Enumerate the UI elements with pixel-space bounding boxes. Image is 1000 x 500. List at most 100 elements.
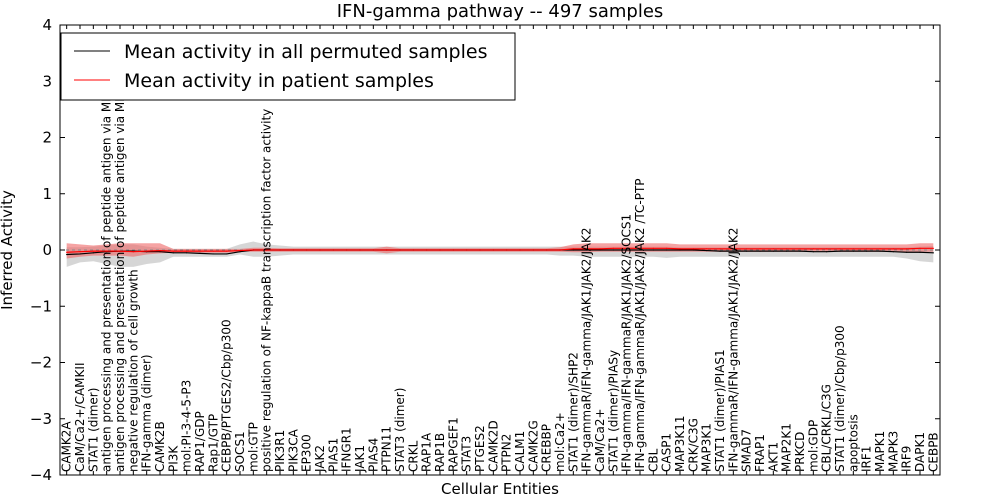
patient-point-35 — [532, 249, 534, 251]
category-label-2: STAT1 (dimer) — [86, 388, 100, 472]
permuted-point-54 — [786, 250, 788, 252]
category-label-54: MAP2K1 — [780, 423, 794, 472]
category-label-3: antigen processing and presentation of p… — [100, 43, 114, 472]
legend-label-patient: Mean activity in patient samples — [124, 70, 434, 92]
category-label-49: STAT1 (dimer)/PIAS1 — [713, 349, 727, 472]
category-label-38: STAT1 (dimer)/SHP2 — [566, 352, 580, 472]
category-label-22: JAK1 — [353, 445, 367, 473]
permuted-point-1 — [79, 253, 81, 255]
patient-point-37 — [559, 249, 561, 251]
category-label-61: MAPK1 — [873, 431, 887, 472]
permuted-point-63 — [906, 251, 908, 253]
patient-point-18 — [306, 249, 308, 251]
category-label-56: mol:GDP — [806, 420, 820, 472]
permuted-point-42 — [626, 249, 628, 251]
x-axis-ticks — [66, 25, 934, 475]
category-label-33: PTPN2 — [500, 434, 514, 472]
permuted-point-44 — [652, 249, 654, 251]
category-label-39: IFN-gammaR/IFN-gamma/JAK1/JAK2/JAK2 — [580, 227, 594, 472]
y-tick-label-6: 2 — [42, 129, 52, 147]
patient-point-15 — [266, 249, 268, 251]
patient-point-30 — [466, 249, 468, 251]
category-label-48: MAP3K1 — [700, 423, 714, 472]
patient-point-5 — [132, 251, 134, 253]
category-label-44: CBL — [646, 448, 660, 472]
patient-point-54 — [786, 248, 788, 250]
category-label-1: CaM/Ca2+/CAMKII — [73, 363, 87, 472]
permuted-point-57 — [826, 251, 828, 253]
patient-point-46 — [679, 248, 681, 250]
permuted-point-51 — [746, 250, 748, 252]
patient-point-50 — [732, 248, 734, 250]
category-label-47: CRK/C3G — [686, 418, 700, 472]
patient-point-1 — [79, 251, 81, 253]
category-label-58: STAT1 (dimer)/Cbp/p300 — [833, 325, 847, 472]
category-label-32: CAMK2D — [486, 420, 500, 472]
patient-point-17 — [292, 249, 294, 251]
patient-point-58 — [839, 248, 841, 250]
permuted-point-58 — [839, 250, 841, 252]
permuted-point-61 — [879, 250, 881, 252]
patient-point-32 — [492, 249, 494, 251]
patient-point-6 — [146, 250, 148, 252]
legend: Mean activity in all permuted samples Me… — [60, 32, 516, 101]
permuted-point-40 — [599, 249, 601, 251]
patient-point-21 — [346, 249, 348, 251]
category-label-13: SOCS1 — [233, 431, 247, 472]
category-label-14: mol:GTP — [246, 422, 260, 472]
category-label-6: IFN-gamma (dimer) — [140, 354, 154, 472]
legend-box — [60, 32, 516, 101]
category-label-37: mol:Ca2+ — [553, 412, 567, 472]
permuted-point-59 — [852, 250, 854, 252]
patient-point-7 — [159, 249, 161, 252]
category-label-60: IRF1 — [860, 446, 874, 472]
patient-point-47 — [692, 248, 694, 250]
patient-point-24 — [386, 249, 388, 251]
patient-point-55 — [799, 248, 801, 250]
patient-point-43 — [639, 247, 641, 249]
category-label-30: STAT3 — [460, 436, 474, 472]
category-label-64: DAPK1 — [913, 432, 927, 472]
patient-point-36 — [546, 249, 548, 251]
permuted-point-55 — [799, 250, 801, 252]
permuted-point-46 — [679, 249, 681, 251]
category-label-34: CALM1 — [513, 431, 527, 472]
permuted-point-50 — [732, 250, 734, 252]
y-tick-label-4: 0 — [42, 241, 52, 259]
category-label-62: MAPK3 — [886, 431, 900, 472]
permuted-point-7 — [159, 251, 161, 253]
category-label-23: PIAS4 — [366, 438, 380, 472]
permuted-point-62 — [892, 251, 894, 253]
category-label-28: RAP1B — [433, 433, 447, 472]
patient-point-57 — [826, 248, 828, 250]
chart-title: IFN-gamma pathway -- 497 samples — [337, 1, 664, 22]
category-label-53: AKT1 — [766, 442, 780, 472]
patient-point-31 — [479, 249, 481, 251]
patient-point-27 — [426, 249, 428, 251]
patient-mean-line — [66, 247, 934, 253]
patient-point-48 — [706, 248, 708, 250]
patient-point-0 — [66, 251, 68, 253]
category-label-20: PIAS1 — [326, 438, 340, 472]
y-tick-label-0: −4 — [30, 466, 52, 484]
category-label-59: apoptosis — [846, 414, 860, 472]
patient-point-12 — [226, 250, 228, 252]
patient-point-64 — [919, 247, 921, 249]
patient-point-59 — [852, 248, 854, 250]
y-tick-label-7: 3 — [42, 72, 52, 90]
patient-point-39 — [586, 248, 588, 250]
category-label-5: negative regulation of cell growth — [126, 269, 140, 472]
patient-point-28 — [439, 249, 441, 251]
category-label-35: CAMK2G — [526, 420, 540, 472]
y-tick-label-8: 4 — [42, 16, 52, 34]
patient-band — [66, 243, 934, 259]
patient-point-38 — [572, 248, 574, 250]
x-axis-title: Cellular Entities — [441, 480, 559, 498]
permuted-point-43 — [639, 249, 641, 251]
patient-point-60 — [866, 248, 868, 250]
legend-label-permuted: Mean activity in all permuted samples — [124, 41, 487, 63]
permuted-point-48 — [706, 249, 708, 252]
category-label-52: FRAP1 — [753, 434, 767, 472]
category-label-24: PTPN11 — [380, 426, 394, 472]
category-label-29: RAPGEF1 — [446, 417, 460, 472]
